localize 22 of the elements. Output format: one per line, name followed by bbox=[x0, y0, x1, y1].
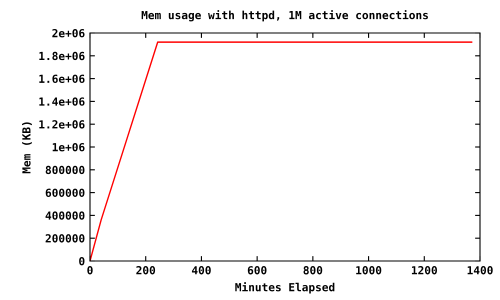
y-tick-label: 0 bbox=[79, 256, 84, 266]
x-tick-label: 0 bbox=[87, 266, 93, 274]
y-tick-label: 200000 bbox=[46, 234, 84, 243]
y-tick-label: 600000 bbox=[46, 188, 84, 197]
y-tick-label: 400000 bbox=[46, 211, 84, 220]
x-tick-label: 600 bbox=[248, 266, 267, 274]
y-tick-label: 1e+06 bbox=[52, 142, 85, 152]
y-tick-label: 1.6e+06 bbox=[39, 74, 85, 83]
chart-title: Mem usage with httpd, 1M active connections bbox=[142, 10, 428, 22]
x-tick-label: 1000 bbox=[356, 266, 382, 274]
y-tick-label: 1.2e+06 bbox=[39, 120, 85, 129]
x-tick-label: 200 bbox=[136, 266, 156, 274]
x-tick-label: 400 bbox=[192, 266, 211, 274]
y-tick-label: 1.8e+06 bbox=[39, 52, 85, 60]
x-tick-label: 1400 bbox=[468, 266, 493, 274]
x-tick-label: 1200 bbox=[412, 266, 437, 274]
y-axis-title: Mem (KB) bbox=[22, 122, 32, 174]
y-tick-label: 2e+06 bbox=[52, 28, 85, 38]
x-axis-title: Minutes Elapsed bbox=[235, 282, 334, 294]
x-tick-label: 800 bbox=[304, 266, 322, 274]
y-tick-label: 800000 bbox=[46, 166, 84, 174]
y-tick-label: 1.4e+06 bbox=[39, 97, 85, 106]
